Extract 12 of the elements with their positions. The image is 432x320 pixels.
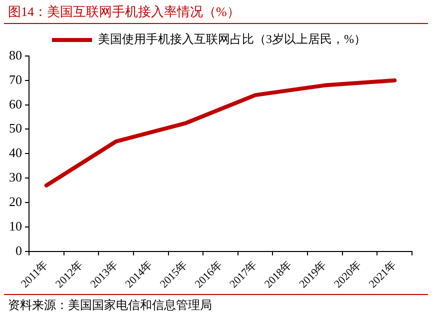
legend-label: 美国使用手机接入互联网占比（3岁以上居民，%） <box>98 32 366 46</box>
chart-title: 图14：美国互联网手机接入率情况（%） <box>4 0 428 24</box>
y-tick-label: 80 <box>9 47 22 62</box>
y-tick-label: 70 <box>9 72 22 87</box>
text: 资料来源：美国国家电信和信息管理局 <box>4 294 428 316</box>
y-tick-label: 40 <box>9 145 22 160</box>
y-tick-label: 10 <box>9 218 22 234</box>
y-tick-label: 50 <box>9 120 22 136</box>
y-tick-label: 60 <box>9 96 22 112</box>
y-tick-label: 30 <box>9 170 22 185</box>
y-tick-label: 0 <box>16 242 22 258</box>
y-tick-label: 20 <box>9 194 22 209</box>
